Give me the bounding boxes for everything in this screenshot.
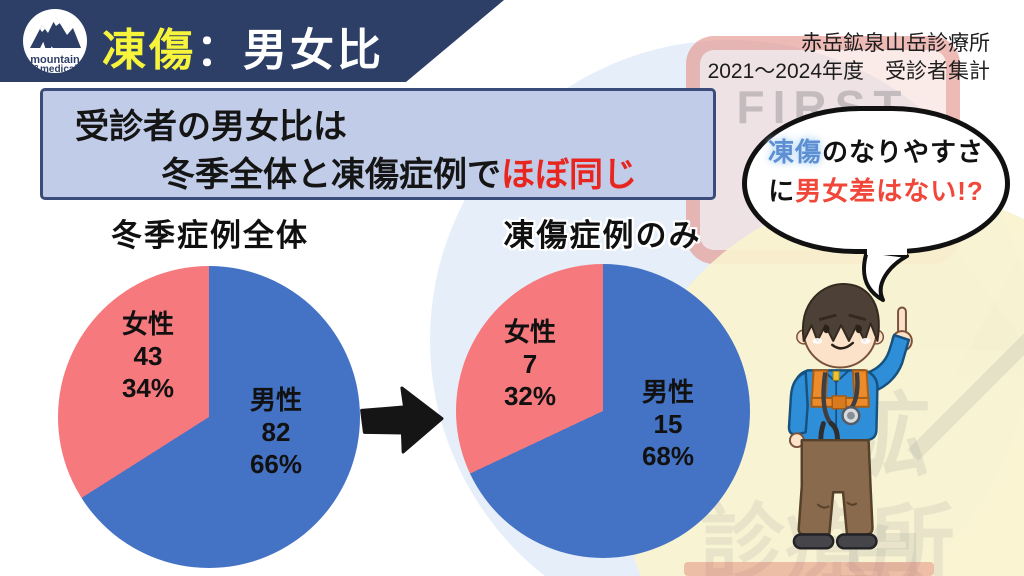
key-message-banner: 受診者の男女比は 冬季全体と凍傷症例でほぼ同じ	[40, 88, 716, 200]
speech-bubble: 凍傷のなりやすさ に男女差はない!?	[742, 106, 1010, 254]
header-banner: mountain &medical 凍傷：男女比	[0, 0, 504, 82]
page-title-highlight: 凍傷	[102, 26, 196, 75]
svg-text:&medical: &medical	[33, 64, 78, 74]
bubble-line1-highlight: 凍傷	[767, 137, 822, 167]
doctor-character-illustration	[787, 282, 913, 550]
key-message-line2-prefix: 冬季全体と凍傷症例で	[161, 156, 501, 194]
watermark-mountain-shape	[955, 255, 1024, 375]
pie-chart-winter-cases: 女性 43 34% 男性 82 66%	[58, 266, 360, 568]
bubble-line1-rest: のなりやすさ	[822, 137, 985, 167]
svg-text:mountain: mountain	[30, 54, 80, 66]
speech-bubble-tail	[862, 248, 909, 302]
source-line-clinic: 赤岳鉱泉山岳診療所	[801, 32, 990, 55]
transition-arrow-icon	[360, 386, 444, 454]
bubble-line2-highlight: 男女差はない!?	[795, 176, 984, 206]
source-line-period: 2021～2024年度 受診者集計	[707, 60, 990, 84]
key-message-line2: 冬季全体と凍傷症例でほぼ同じ	[161, 147, 637, 196]
key-message-line1: 受診者の男女比は	[75, 108, 347, 146]
pie-label-winter-female: 女性 43 34%	[121, 309, 175, 404]
pie-label-frostbite-male: 男性 15 68%	[641, 377, 695, 472]
source-attribution: 赤岳鉱泉山岳診療所 2021～2024年度 受診者集計	[708, 30, 990, 87]
key-message-highlight: ほぼ同じ	[501, 156, 637, 194]
pie-chart-frostbite-cases: 女性 7 32% 男性 15 68%	[456, 264, 750, 558]
pie-label-frostbite-female: 女性 7 32%	[503, 317, 557, 412]
page-title: 凍傷：男女比	[102, 14, 384, 78]
speech-bubble-text: 凍傷のなりやすさ に男女差はない!?	[747, 133, 1005, 211]
mountain-medical-logo-icon: mountain &medical	[23, 9, 87, 74]
bubble-line2-prefix: に	[768, 176, 796, 206]
pie-label-winter-male: 男性 82 66%	[249, 385, 303, 480]
chart-title-winter: 冬季症例全体	[111, 218, 309, 253]
page-title-rest: ：男女比	[196, 26, 384, 75]
chart-title-frostbite: 凍傷症例のみ	[503, 218, 702, 253]
